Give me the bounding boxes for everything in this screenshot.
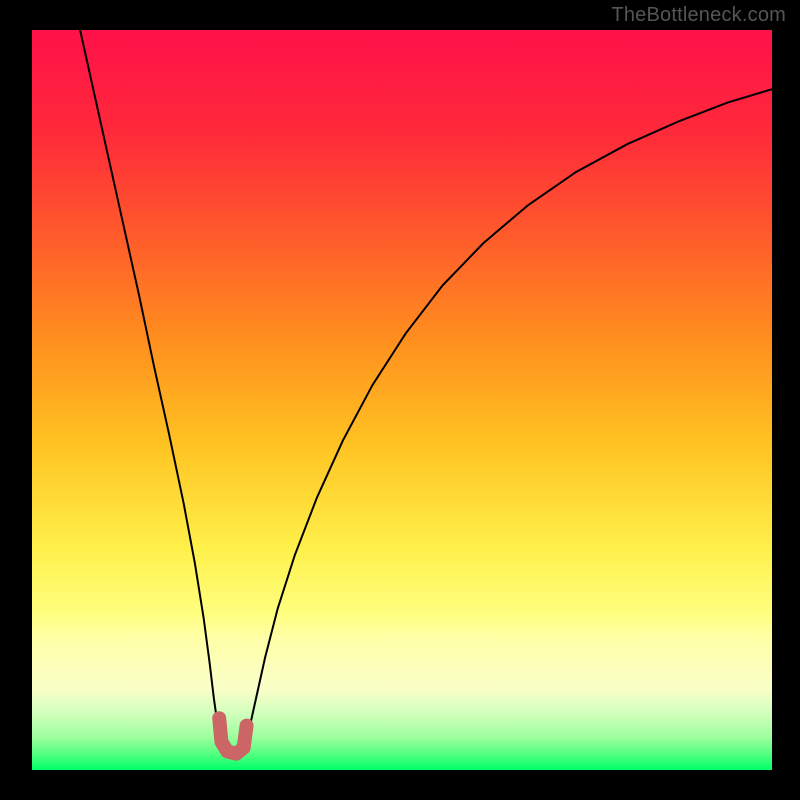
- bottleneck-chart: TheBottleneck.com: [0, 0, 800, 800]
- watermark-text: TheBottleneck.com: [611, 4, 786, 27]
- plot-area: [32, 30, 772, 770]
